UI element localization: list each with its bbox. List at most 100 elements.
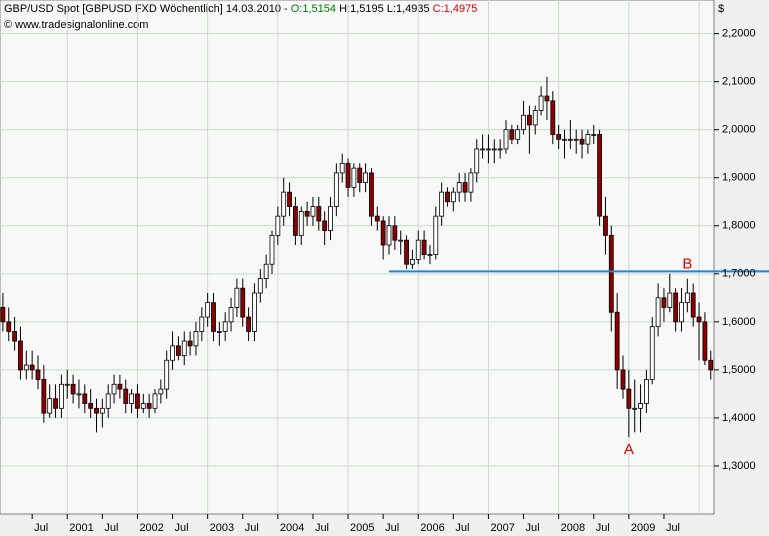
y-tick-label: 1,8000 [722,220,756,232]
copyright: © www.tradesignalonline.com [4,19,148,31]
candle-body [608,234,614,313]
candle-body [462,182,468,193]
candle-body [521,114,526,131]
candle-body [117,383,123,390]
candle-body [35,369,41,380]
candle-body [252,292,257,332]
candle-body [357,167,363,183]
candle-body [304,210,310,217]
candle-body [649,326,655,380]
candle-body [369,172,374,217]
y-tick-label: 1,4000 [722,412,756,424]
candle-body [386,225,392,246]
candle-body [292,206,298,236]
candle-body [497,148,503,151]
grid [0,0,714,514]
candle-body [333,172,339,207]
candle-body [404,239,409,265]
candle-body [667,292,673,308]
candle-body [556,134,562,140]
candle-body [614,311,620,371]
candle-body [275,215,281,236]
x-tick-label: 2001 [69,522,93,534]
candle-body [450,191,456,203]
candle-body [708,359,714,371]
header-high-low: H:1,5195 L:1,4935 [339,3,430,15]
candle-body [702,321,708,361]
candle-body [380,220,386,246]
candle-body [491,148,497,151]
candle-body [567,138,573,141]
x-tick-label: Jul [385,522,399,534]
candle-body [550,100,556,135]
candle-body [486,148,491,151]
candle-body [679,302,684,323]
candle-body [345,162,351,188]
candle-body [105,393,111,409]
x-tick-label: 2006 [420,522,444,534]
header-text: GBP/USD Spot [GBPUSD FXD Wöchentlich] 14… [4,3,288,15]
candle-body [152,393,158,409]
x-tick-label: Jul [526,522,540,534]
candle-body [146,403,152,409]
candle-body [158,388,164,395]
candle-body [468,172,474,193]
candle-body [351,167,357,188]
candle-body [597,134,602,217]
annotation: B [682,256,692,273]
candle-body [216,331,222,333]
y-tick-label: 2,2000 [722,28,756,40]
candle-body [433,215,439,255]
candle-body [193,331,199,347]
candle-body [298,210,304,236]
candle-body [269,234,275,265]
marks: AB [0,76,769,458]
x-tick-label: 2005 [350,522,374,534]
candle-body [579,138,585,145]
candle-body [234,287,240,308]
candle-body [439,191,445,217]
candle-body [175,345,181,356]
candle-body [199,316,205,332]
candle-body [421,239,427,255]
candle-body [626,388,632,409]
candle-body [6,321,12,332]
candle-body [620,369,626,390]
candle-body [140,403,146,409]
plot-area [0,0,715,515]
candle-body [515,129,521,140]
candle-body [673,292,679,323]
candle-body [88,403,94,409]
y-tick-label: 1,5000 [722,364,756,376]
candle-body [76,393,82,396]
candle-body [99,407,105,414]
candle-body [573,138,579,141]
candle-body [211,302,216,332]
candle-body [135,393,140,409]
candle-body [562,138,567,141]
candle-body [328,206,333,231]
candle-body [456,182,462,193]
x-tick-label: 2009 [631,522,655,534]
candle-body [23,364,29,371]
candle-body [339,162,345,174]
candle-body [398,239,404,242]
candle-body [544,95,550,102]
x-tick-label: 2003 [210,522,234,534]
candle-body [53,398,58,409]
y-tick-label: 2,1000 [722,76,756,88]
y-unit: $ [718,3,724,15]
candle-body [538,95,544,111]
candle-body [690,292,696,318]
x-tick-label: Jul [34,522,48,534]
candle-body [527,114,532,126]
candle-body [0,307,6,323]
x-tick-label: Jul [455,522,469,534]
candle-body [415,239,421,260]
candle-body [205,302,211,318]
candle-body [59,383,64,409]
candle-body [427,254,433,256]
candle-body [684,292,690,304]
candle-body [392,225,398,241]
